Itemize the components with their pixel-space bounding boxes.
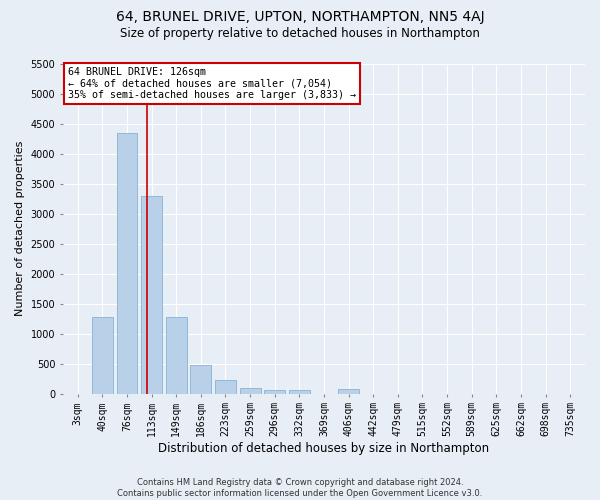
- Bar: [92, 318, 113, 394]
- Bar: [239, 388, 260, 394]
- X-axis label: Distribution of detached houses by size in Northampton: Distribution of detached houses by size …: [158, 442, 490, 455]
- Text: Size of property relative to detached houses in Northampton: Size of property relative to detached ho…: [120, 28, 480, 40]
- Bar: [338, 389, 359, 394]
- Bar: [116, 133, 137, 394]
- Text: 64 BRUNEL DRIVE: 126sqm
← 64% of detached houses are smaller (7,054)
35% of semi: 64 BRUNEL DRIVE: 126sqm ← 64% of detache…: [68, 68, 356, 100]
- Bar: [141, 196, 162, 394]
- Bar: [166, 318, 187, 394]
- Text: Contains HM Land Registry data © Crown copyright and database right 2024.
Contai: Contains HM Land Registry data © Crown c…: [118, 478, 482, 498]
- Y-axis label: Number of detached properties: Number of detached properties: [15, 141, 25, 316]
- Bar: [289, 390, 310, 394]
- Bar: [264, 390, 285, 394]
- Bar: [190, 365, 211, 394]
- Text: 64, BRUNEL DRIVE, UPTON, NORTHAMPTON, NN5 4AJ: 64, BRUNEL DRIVE, UPTON, NORTHAMPTON, NN…: [116, 10, 484, 24]
- Bar: [215, 380, 236, 394]
